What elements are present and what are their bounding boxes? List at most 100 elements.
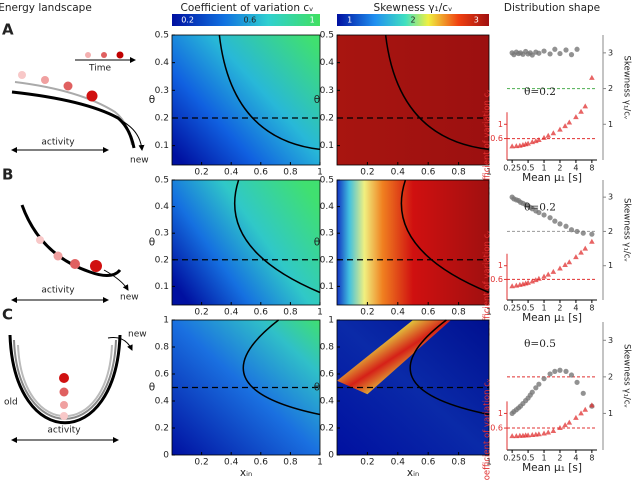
x-tick-label: 1 (486, 168, 492, 178)
y2-tick-label: 3 (608, 193, 613, 202)
y-tick-label: 0.2 (155, 255, 169, 265)
x-tick-label: 1 (541, 304, 546, 313)
y-tick-label: 0.8 (320, 343, 335, 353)
data-point (552, 218, 558, 224)
column-title: Energy landscape (0, 2, 92, 14)
x-tick-label: 8 (589, 304, 594, 313)
y2-tick-label: 3 (608, 48, 613, 57)
panel-label: C (2, 306, 13, 324)
data-point (533, 385, 539, 391)
y2-tick-label: 1 (608, 261, 613, 270)
y2-tick-label: 2 (608, 227, 613, 236)
x-tick-label: 1 (317, 308, 323, 318)
y2-tick-label: 1 (608, 120, 613, 129)
x-tick-label: 0.8 (451, 458, 466, 468)
colorbar-tick-label: 3 (474, 16, 479, 25)
data-point (525, 140, 531, 146)
data-point (562, 123, 568, 129)
y-axis-label: θ (149, 382, 155, 394)
y-axis-label: Coefficient of variation cᵥ (483, 230, 493, 338)
colorbar-tick-label: 1 (347, 16, 352, 25)
data-point (557, 265, 563, 271)
data-point (536, 275, 542, 281)
y-tick-label: 1 (498, 120, 503, 129)
data-point (582, 103, 589, 109)
y2-tick-label: 2 (608, 84, 613, 93)
data-point (547, 51, 553, 57)
data-point (574, 379, 580, 385)
data-point (589, 402, 595, 408)
panel-label: A (2, 21, 14, 39)
y-tick-label: 0.8 (155, 343, 170, 353)
x-tick-label: 2 (557, 164, 562, 173)
x-tick-label: 1 (317, 168, 323, 178)
sketch-c (8, 334, 133, 443)
y-tick-label: 0.4 (320, 397, 335, 407)
y-tick-label: 0.5 (155, 176, 169, 186)
panel-label: B (2, 166, 13, 184)
x-tick-label: 0.6 (254, 308, 269, 318)
colorbar-tick-label: 0.6 (244, 16, 257, 25)
data-point (545, 132, 552, 138)
x-tick-label: 2 (557, 304, 562, 313)
data-point (541, 134, 547, 140)
data-point (563, 368, 569, 374)
colorbar-tick-label: 2 (410, 16, 415, 25)
y-axis-label: Coefficient of variation cᵥ (483, 378, 493, 480)
data-point (566, 119, 573, 125)
data-point (509, 433, 515, 439)
x-tick-label: 1 (317, 458, 323, 468)
contour (409, 319, 490, 416)
x-tick-label: 0.4 (391, 458, 406, 468)
x-tick-label: 0.4 (391, 308, 406, 318)
x-tick-label: 1 (541, 454, 546, 463)
colorbar (172, 14, 320, 26)
y2-axis-label: Skewness γ₁/cᵥ (622, 56, 632, 120)
y-axis-label: θ (314, 237, 320, 249)
data-point (536, 50, 542, 56)
axes-box (171, 34, 321, 166)
y-axis-label: θ (149, 94, 155, 106)
y-tick-label: 0.1 (155, 141, 169, 151)
data-point (547, 215, 553, 221)
data-point (509, 283, 515, 289)
data-point (582, 406, 589, 412)
y-tick-label: 0.4 (155, 202, 170, 212)
x-tick-label: 4 (573, 304, 578, 313)
y-tick-label: 1 (498, 261, 503, 270)
x-tick-label: 0.25 (503, 304, 521, 313)
y-tick-label: 0.3 (320, 229, 334, 239)
data-point (541, 212, 547, 218)
contour (400, 179, 490, 294)
x-tick-label: 1 (541, 164, 546, 173)
data-point (529, 389, 535, 395)
data-point (541, 48, 547, 54)
y-tick-label: 0.6 (320, 370, 335, 380)
y2-tick-label: 3 (608, 336, 613, 345)
data-point (552, 368, 558, 374)
x-tick-label: 0.4 (224, 308, 239, 318)
heatmap (172, 180, 320, 305)
sketch-text: new (128, 330, 147, 340)
y-tick-label: 0.1 (320, 141, 334, 151)
y2-tick-label: 1 (608, 409, 613, 418)
data-point (557, 221, 563, 227)
data-point (525, 432, 531, 438)
column-title: Coefficient of variation cᵥ (180, 2, 313, 14)
sketch-text: activity (41, 286, 75, 296)
y2-tick-label: 2 (608, 372, 613, 381)
x-tick-label: 0.6 (421, 168, 436, 178)
x-tick-label: 1 (486, 458, 492, 468)
data-point (529, 278, 536, 284)
y-tick-label: 0.4 (320, 58, 335, 68)
x-tick-label: 0.25 (503, 164, 521, 173)
x-tick-label: 0.4 (224, 168, 239, 178)
data-point (509, 143, 515, 149)
data-point (557, 126, 563, 132)
y-tick-label: 0.2 (155, 113, 169, 123)
data-point (580, 230, 586, 236)
y-tick-label: 0.3 (320, 86, 334, 96)
y-tick-label: 1 (328, 316, 334, 326)
column-title: Skewness γ₁/cᵥ (374, 2, 453, 14)
